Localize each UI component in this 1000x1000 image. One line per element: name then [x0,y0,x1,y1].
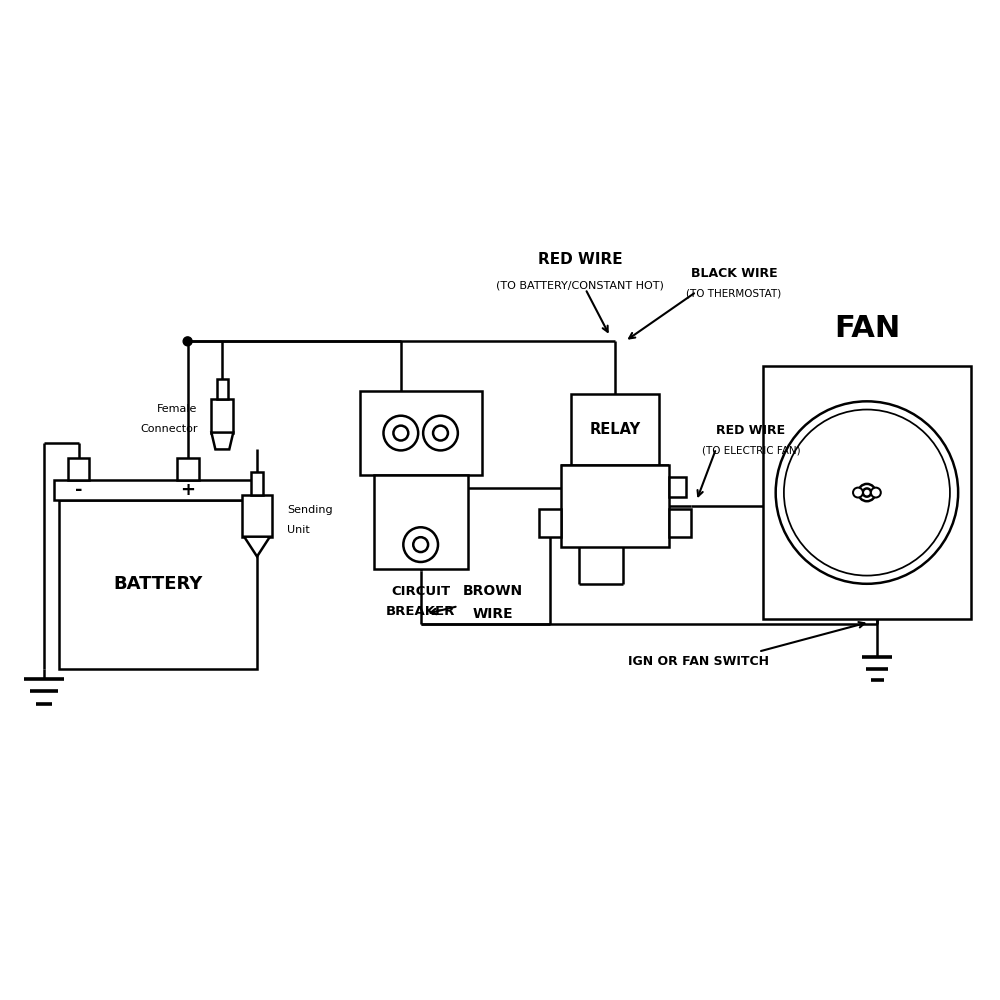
Circle shape [784,410,950,576]
Circle shape [863,488,871,497]
Text: CIRCUIT: CIRCUIT [391,585,450,598]
Circle shape [871,488,881,498]
Circle shape [858,484,876,501]
Text: Connector: Connector [140,424,198,434]
Bar [669,509,691,537]
Polygon shape [244,537,270,557]
Bar [571,394,659,465]
Text: BATTERY: BATTERY [113,575,203,593]
Text: (TO ELECTRIC FAN): (TO ELECTRIC FAN) [702,445,800,455]
Bar [251,472,263,495]
Text: RED WIRE: RED WIRE [538,252,623,267]
Circle shape [423,416,458,450]
Text: BREAKER: BREAKER [386,605,455,618]
Circle shape [433,426,448,440]
Circle shape [776,401,958,584]
Text: RELAY: RELAY [589,422,641,437]
Text: Unit: Unit [287,525,310,535]
Bar [539,509,561,537]
Circle shape [403,527,438,562]
Bar [59,500,257,669]
Bar [242,495,272,537]
Bar [217,379,228,399]
Bar [374,475,468,569]
Bar [68,458,89,480]
Text: BROWN: BROWN [463,584,523,598]
Text: Sending: Sending [287,505,332,515]
Bar [54,480,262,500]
Text: (TO BATTERY/CONSTANT HOT): (TO BATTERY/CONSTANT HOT) [496,281,664,291]
Circle shape [383,416,418,450]
Bar [669,477,686,497]
Text: WIRE: WIRE [473,607,513,621]
Text: +: + [180,481,195,499]
Text: (TO THERMOSTAT): (TO THERMOSTAT) [686,289,782,299]
Text: -: - [75,481,82,499]
Bar [360,391,482,475]
Bar [561,465,669,547]
Bar [211,399,233,433]
Circle shape [183,337,192,346]
Circle shape [393,426,408,440]
Bar [763,366,971,619]
Text: BLACK WIRE: BLACK WIRE [691,267,777,280]
Polygon shape [211,433,233,449]
Text: FAN: FAN [834,314,900,343]
Text: RED WIRE: RED WIRE [716,424,785,437]
Circle shape [413,537,428,552]
Text: Female: Female [157,404,198,414]
Circle shape [853,488,863,498]
Text: IGN OR FAN SWITCH: IGN OR FAN SWITCH [628,655,769,668]
Bar [177,458,199,480]
